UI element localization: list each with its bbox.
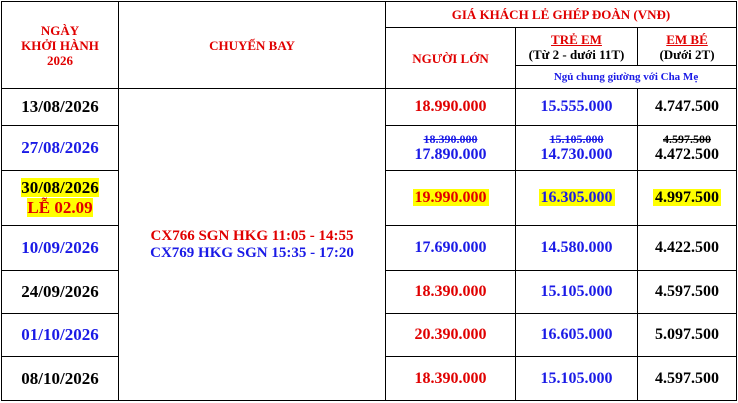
child-note: (Từ 2 - dưới 11T) <box>528 46 625 62</box>
adult-price-cell: 20.390.000 <box>385 313 516 357</box>
adult-price: 17.690.000 <box>414 239 487 256</box>
date: 24/09/2026 <box>21 282 99 301</box>
data-row: 13/08/2026 CX766 SGN HKG 11:05 - 14:55 CX7… <box>1 88 738 401</box>
adult-price: 18.390.000 <box>414 283 487 300</box>
child-price: 15.105.000 <box>540 369 613 387</box>
date-cell: 01/10/2026 <box>1 313 119 357</box>
price-group-header: GIÁ KHÁCH LẺ GHÉP ĐOÀN (VNĐ) <box>384 1 738 28</box>
date-note: LỄ 02.09 <box>27 198 93 217</box>
old-price: 4.597.500 <box>663 131 711 146</box>
infant-price: 4.597.500 <box>655 283 719 300</box>
infant-price: 4.747.500 <box>655 98 719 115</box>
infant-header: EM BÉ (Dưới 2T) <box>636 27 738 66</box>
header-row: Ngủ chung giường với Cha Mẹ <box>2 65 738 89</box>
adult-price: 17.890.000 <box>414 145 487 163</box>
child-label: TRẺ EM <box>551 31 602 47</box>
child-price-cell: 14.580.000 <box>515 225 638 271</box>
date: 27/08/2026 <box>21 138 99 157</box>
child-price-cell: 15.105.000 14.730.000 <box>515 125 638 171</box>
date-cell: 13/08/2026 <box>1 88 119 126</box>
child-price-cell: 15.105.000 <box>515 270 638 314</box>
child-price-cell: 15.555.000 <box>515 88 638 126</box>
child-price: 16.605.000 <box>540 326 613 343</box>
adult-price-cell: 18.390.000 <box>385 270 516 314</box>
adult-price: 19.990.000 <box>412 189 489 206</box>
date-header-line: 2026 <box>47 52 73 68</box>
adult-header: NGƯỜI LỚN <box>385 27 516 89</box>
adult-price: 18.990.000 <box>414 98 487 115</box>
infant-price-cell: 4.597.500 <box>636 356 738 401</box>
child-price: 15.105.000 <box>540 283 613 300</box>
child-price-cell: 16.305.000 <box>515 170 638 226</box>
infant-price-cell: 4.597.500 <box>636 270 738 314</box>
old-price: 18.390.000 <box>423 131 478 146</box>
date-cell: 08/10/2026 <box>1 356 119 401</box>
infant-note: (Dưới 2T) <box>659 46 715 62</box>
bed-note: Ngủ chung giường với Cha Mẹ <box>514 65 738 89</box>
adult-price-cell: 19.990.000 <box>385 170 516 226</box>
infant-price: 4.597.500 <box>655 369 719 387</box>
date-cell: 24/09/2026 <box>1 270 119 314</box>
infant-price-cell: 5.097.500 <box>636 313 738 357</box>
adult-price: 20.390.000 <box>414 326 487 343</box>
infant-price-cell: 4.422.500 <box>636 225 738 271</box>
adult-price-cell: 17.690.000 <box>385 225 516 271</box>
flight: CX769 HKG SGN 15:35 - 17:20 <box>150 244 354 261</box>
infant-price-cell: 4.597.500 4.472.500 <box>636 125 738 171</box>
adult-price: 18.390.000 <box>414 369 487 387</box>
adult-price-cell: 18.390.000 <box>385 356 516 401</box>
header-row: NGÀY KHỞI HÀNH 2026 CHUYẾN BAY GIÁ KHÁCH… <box>1 1 738 89</box>
child-header: TRẺ EM (Từ 2 - dưới 11T) <box>515 27 638 66</box>
flight-header: CHUYẾN BAY <box>118 1 386 89</box>
date-header-line: NGÀY <box>40 22 80 38</box>
child-price-cell: 15.105.000 <box>515 356 638 401</box>
infant-price-cell: 4.997.500 <box>636 170 738 226</box>
date: 13/08/2026 <box>21 97 99 116</box>
child-price-cell: 16.605.000 <box>515 313 638 357</box>
date: 10/09/2026 <box>21 238 99 257</box>
data-row: 08/10/2026 18.390.000 15.105.000 4.597.500 <box>1 356 738 401</box>
date-cell: 27/08/2026 <box>1 125 119 171</box>
infant-price: 4.472.500 <box>655 145 719 163</box>
date-cell: 10/09/2026 <box>1 225 119 271</box>
date-header: NGÀY KHỞI HÀNH 2026 <box>1 1 119 89</box>
old-price: 15.105.000 <box>549 131 604 146</box>
child-price: 14.580.000 <box>540 239 613 256</box>
flight: CX766 SGN HKG 11:05 - 14:55 <box>150 227 354 244</box>
infant-price: 5.097.500 <box>655 326 719 343</box>
child-price: 16.305.000 <box>538 189 615 206</box>
adult-price-cell: 18.390.000 17.890.000 <box>385 125 516 171</box>
data-row: 27/08/2026 18.390.000 17.890.000 15.105.000… <box>1 125 738 171</box>
date: 01/10/2026 <box>21 325 99 344</box>
date-cell: 30/08/2026 LỄ 02.09 <box>1 170 119 226</box>
data-row: 01/10/2026 20.390.000 16.605.000 5.097.500 <box>1 313 738 357</box>
flight-cell: CX766 SGN HKG 11:05 - 14:55 CX769 HKG SGN… <box>118 88 386 401</box>
date: 08/10/2026 <box>21 368 99 388</box>
header-row: NGƯỜI LỚN TRẺ EM (Từ 2 - dưới 11T) EM BÉ(… <box>2 27 738 89</box>
child-price: 15.555.000 <box>540 98 613 115</box>
infant-price-cell: 4.747.500 <box>636 88 738 126</box>
date: 30/08/2026 <box>21 178 99 197</box>
data-row: 24/09/2026 18.390.000 15.105.000 4.597.500 <box>1 270 738 314</box>
infant-label: EM BÉ <box>666 31 708 47</box>
infant-price: 4.422.500 <box>655 239 719 256</box>
infant-price: 4.997.500 <box>653 189 721 206</box>
adult-price-cell: 18.990.000 <box>385 88 516 126</box>
child-price: 14.730.000 <box>540 145 613 163</box>
date-header-line: KHỞI HÀNH <box>21 37 99 53</box>
